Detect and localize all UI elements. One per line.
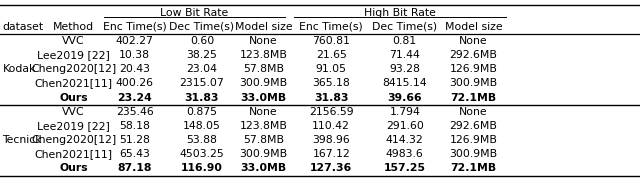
Text: Model size: Model size xyxy=(234,22,292,32)
Text: Cheng2020[12]: Cheng2020[12] xyxy=(31,64,116,74)
Text: 167.12: 167.12 xyxy=(312,149,350,159)
Text: 398.96: 398.96 xyxy=(312,135,350,145)
Text: 2315.07: 2315.07 xyxy=(180,78,224,88)
Text: 400.26: 400.26 xyxy=(116,78,154,88)
Text: 53.88: 53.88 xyxy=(186,135,218,145)
Text: 51.28: 51.28 xyxy=(119,135,150,145)
Text: Dec Time(s): Dec Time(s) xyxy=(170,22,234,32)
Text: 300.9MB: 300.9MB xyxy=(239,78,287,88)
Text: 2156.59: 2156.59 xyxy=(309,107,353,117)
Text: 57.8MB: 57.8MB xyxy=(243,135,284,145)
Text: 0.81: 0.81 xyxy=(393,36,417,46)
Text: 148.05: 148.05 xyxy=(183,121,221,131)
Text: 365.18: 365.18 xyxy=(312,78,350,88)
Text: Chen2021[11]: Chen2021[11] xyxy=(35,149,113,159)
Text: Lee2019 [22]: Lee2019 [22] xyxy=(37,50,110,60)
Text: Low Bit Rate: Low Bit Rate xyxy=(161,8,228,18)
Text: Chen2021[11]: Chen2021[11] xyxy=(35,78,113,88)
Text: None: None xyxy=(249,36,278,46)
Text: VVC: VVC xyxy=(62,36,85,46)
Text: 33.0MB: 33.0MB xyxy=(240,163,287,173)
Text: 126.9MB: 126.9MB xyxy=(450,64,497,74)
Text: 126.9MB: 126.9MB xyxy=(450,135,497,145)
Text: 58.18: 58.18 xyxy=(119,121,150,131)
Text: 300.9MB: 300.9MB xyxy=(449,78,498,88)
Text: 72.1MB: 72.1MB xyxy=(451,93,497,103)
Text: 123.8MB: 123.8MB xyxy=(239,50,287,60)
Text: 23.24: 23.24 xyxy=(117,93,152,103)
Text: VVC: VVC xyxy=(62,107,85,117)
Text: Model size: Model size xyxy=(445,22,502,32)
Text: 57.8MB: 57.8MB xyxy=(243,64,284,74)
Text: 91.05: 91.05 xyxy=(316,64,347,74)
Text: 65.43: 65.43 xyxy=(119,149,150,159)
Text: 300.9MB: 300.9MB xyxy=(239,149,287,159)
Text: 127.36: 127.36 xyxy=(310,163,353,173)
Text: Cheng2020[12]: Cheng2020[12] xyxy=(31,135,116,145)
Text: None: None xyxy=(249,107,278,117)
Text: 1.794: 1.794 xyxy=(389,107,420,117)
Text: 93.28: 93.28 xyxy=(389,64,420,74)
Text: 235.46: 235.46 xyxy=(116,107,154,117)
Text: 110.42: 110.42 xyxy=(312,121,350,131)
Text: Enc Time(s): Enc Time(s) xyxy=(300,22,363,32)
Text: 31.83: 31.83 xyxy=(185,93,219,103)
Text: 20.43: 20.43 xyxy=(119,64,150,74)
Text: 292.6MB: 292.6MB xyxy=(450,50,497,60)
Text: 72.1MB: 72.1MB xyxy=(451,163,497,173)
Text: 0.60: 0.60 xyxy=(190,36,214,46)
Text: 402.27: 402.27 xyxy=(116,36,154,46)
Text: 87.18: 87.18 xyxy=(118,163,152,173)
Text: Ours: Ours xyxy=(60,93,88,103)
Text: Lee2019 [22]: Lee2019 [22] xyxy=(37,121,110,131)
Text: 116.90: 116.90 xyxy=(181,163,223,173)
Text: Method: Method xyxy=(53,22,94,32)
Text: dataset: dataset xyxy=(3,22,44,32)
Text: 10.38: 10.38 xyxy=(119,50,150,60)
Text: Enc Time(s): Enc Time(s) xyxy=(103,22,166,32)
Text: 8415.14: 8415.14 xyxy=(383,78,427,88)
Text: 292.6MB: 292.6MB xyxy=(450,121,497,131)
Text: 0.875: 0.875 xyxy=(186,107,218,117)
Text: Dec Time(s): Dec Time(s) xyxy=(372,22,437,32)
Text: 300.9MB: 300.9MB xyxy=(449,149,498,159)
Text: 21.65: 21.65 xyxy=(316,50,347,60)
Text: 123.8MB: 123.8MB xyxy=(239,121,287,131)
Text: 291.60: 291.60 xyxy=(386,121,424,131)
Text: 23.04: 23.04 xyxy=(186,64,218,74)
Text: None: None xyxy=(460,36,488,46)
Text: 71.44: 71.44 xyxy=(389,50,420,60)
Text: Ours: Ours xyxy=(60,163,88,173)
Text: 31.83: 31.83 xyxy=(314,93,348,103)
Text: 414.32: 414.32 xyxy=(386,135,424,145)
Text: Tecnick: Tecnick xyxy=(3,135,42,145)
Text: 33.0MB: 33.0MB xyxy=(240,93,287,103)
Text: 157.25: 157.25 xyxy=(384,163,426,173)
Text: 39.66: 39.66 xyxy=(387,93,422,103)
Text: Kodak: Kodak xyxy=(3,64,36,74)
Text: High Bit Rate: High Bit Rate xyxy=(364,8,436,18)
Text: None: None xyxy=(460,107,488,117)
Text: 4983.6: 4983.6 xyxy=(386,149,424,159)
Text: 4503.25: 4503.25 xyxy=(180,149,224,159)
Text: 38.25: 38.25 xyxy=(186,50,218,60)
Text: 760.81: 760.81 xyxy=(312,36,350,46)
